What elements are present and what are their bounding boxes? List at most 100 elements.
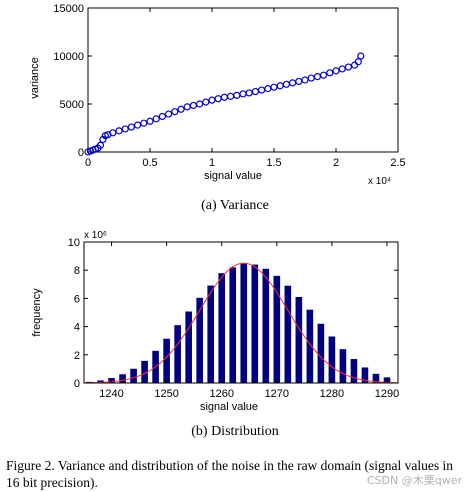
data-point <box>251 87 259 96</box>
variance-chart: 0 0.5 1 1.5 2 2.5 0 5000 10000 15000 signal value v… <box>29 3 406 187</box>
histogram-bar <box>262 268 270 383</box>
data-point <box>295 77 303 86</box>
data-point <box>165 110 173 118</box>
caption-distribution: (b) Distribution <box>191 424 279 439</box>
histogram-bar <box>97 380 104 383</box>
data-point <box>233 91 241 99</box>
y-axis-label: frequency <box>31 288 43 337</box>
distribution-chart: 1240 1250 1260 1270 1280 1290 0 2 4 6 8 10 x 10⁶ sign… <box>31 230 399 413</box>
x-tick-label: 1280 <box>320 388 344 400</box>
y-axis-multiplier: x 10⁶ <box>84 230 107 241</box>
histogram-bar <box>295 296 303 383</box>
y-tick-label: 10 <box>68 237 80 249</box>
histogram-bar <box>196 297 203 383</box>
y-tick-label: 0 <box>78 147 84 159</box>
data-point <box>220 93 228 101</box>
histogram-bar <box>350 359 358 383</box>
data-point <box>289 79 297 87</box>
data-point <box>214 95 222 103</box>
gaussian-fit-curve <box>84 262 398 384</box>
y-tick-label: 2 <box>74 350 80 362</box>
y-tick-label: 8 <box>74 265 80 277</box>
x-tick-label: 0 <box>85 157 91 169</box>
histogram-bar <box>273 275 281 383</box>
histogram-bar <box>240 263 248 383</box>
data-point <box>239 90 247 98</box>
watermark: CSDN @木栗qwer <box>366 474 462 487</box>
x-tick-label: 2 <box>333 157 339 169</box>
data-point <box>326 69 334 77</box>
histogram-bar <box>229 267 237 383</box>
histogram-bar <box>306 309 314 383</box>
data-point <box>313 73 321 81</box>
histogram-bar <box>185 311 192 383</box>
data-point <box>307 74 315 82</box>
data-point <box>264 85 272 93</box>
data-point <box>276 82 284 90</box>
data-point <box>171 108 179 116</box>
x-tick-label: 0.5 <box>142 157 157 169</box>
data-point <box>357 52 365 60</box>
x-tick-label: 1 <box>209 157 215 169</box>
y-tick-label: 0 <box>74 378 80 390</box>
y-tick-label: 5000 <box>60 99 84 111</box>
data-point <box>140 119 148 127</box>
data-point <box>109 129 117 137</box>
data-point <box>146 117 154 125</box>
data-point <box>134 121 142 129</box>
histogram-bar <box>174 325 181 383</box>
histogram-bar <box>218 273 226 383</box>
data-point <box>127 123 135 131</box>
x-tick-label: 1260 <box>209 388 233 400</box>
x-axis-label: signal value <box>204 170 262 182</box>
figure-caption: Figure 2. Variance and distribution of t… <box>6 458 454 490</box>
data-point <box>202 98 210 106</box>
data-point <box>115 127 123 135</box>
y-axis-label: variance <box>29 57 41 99</box>
data-point <box>96 141 105 149</box>
data-point <box>245 89 253 97</box>
x-tick-label: 2.5 <box>390 157 405 169</box>
x-axis-multiplier: x 10⁴ <box>368 176 391 187</box>
x-tick-label: 1270 <box>265 388 289 400</box>
plot-frame <box>83 241 399 384</box>
histogram-bar <box>339 349 347 383</box>
histogram-bar <box>207 285 215 383</box>
y-tick-label: 15000 <box>53 3 84 15</box>
caption-variance: (a) Variance <box>201 198 269 213</box>
x-tick-label: 1250 <box>154 388 178 400</box>
plot-frame <box>87 7 399 153</box>
data-point <box>351 61 359 69</box>
y-tick-label: 4 <box>74 322 80 334</box>
data-point <box>344 63 352 71</box>
histogram-bar <box>328 336 336 383</box>
data-point <box>338 65 346 73</box>
histogram-bar <box>251 264 259 383</box>
data-point <box>301 76 309 84</box>
data-point <box>354 58 362 66</box>
data-point <box>183 103 191 111</box>
histogram-bar <box>141 360 148 383</box>
histogram-bar <box>130 368 137 383</box>
histogram-bar <box>284 285 292 383</box>
data-point <box>189 101 197 110</box>
x-axis-label: signal value <box>200 401 258 413</box>
x-tick-label: 1240 <box>99 388 123 400</box>
x-tick-label: 1290 <box>375 388 399 400</box>
data-point <box>258 86 266 94</box>
data-point <box>320 71 328 79</box>
x-tick-label: 1.5 <box>266 157 281 169</box>
data-point <box>177 105 185 113</box>
y-tick-label: 6 <box>74 293 80 305</box>
data-point <box>121 125 129 133</box>
histogram-bar <box>361 367 369 383</box>
histogram-bar <box>119 374 126 383</box>
histogram-bar <box>372 373 380 383</box>
data-point <box>208 96 216 104</box>
data-point <box>282 80 290 88</box>
data-point <box>158 112 166 121</box>
data-point <box>270 83 278 91</box>
histogram-bar <box>317 323 325 383</box>
data-point <box>332 67 340 75</box>
data-point <box>152 115 160 123</box>
